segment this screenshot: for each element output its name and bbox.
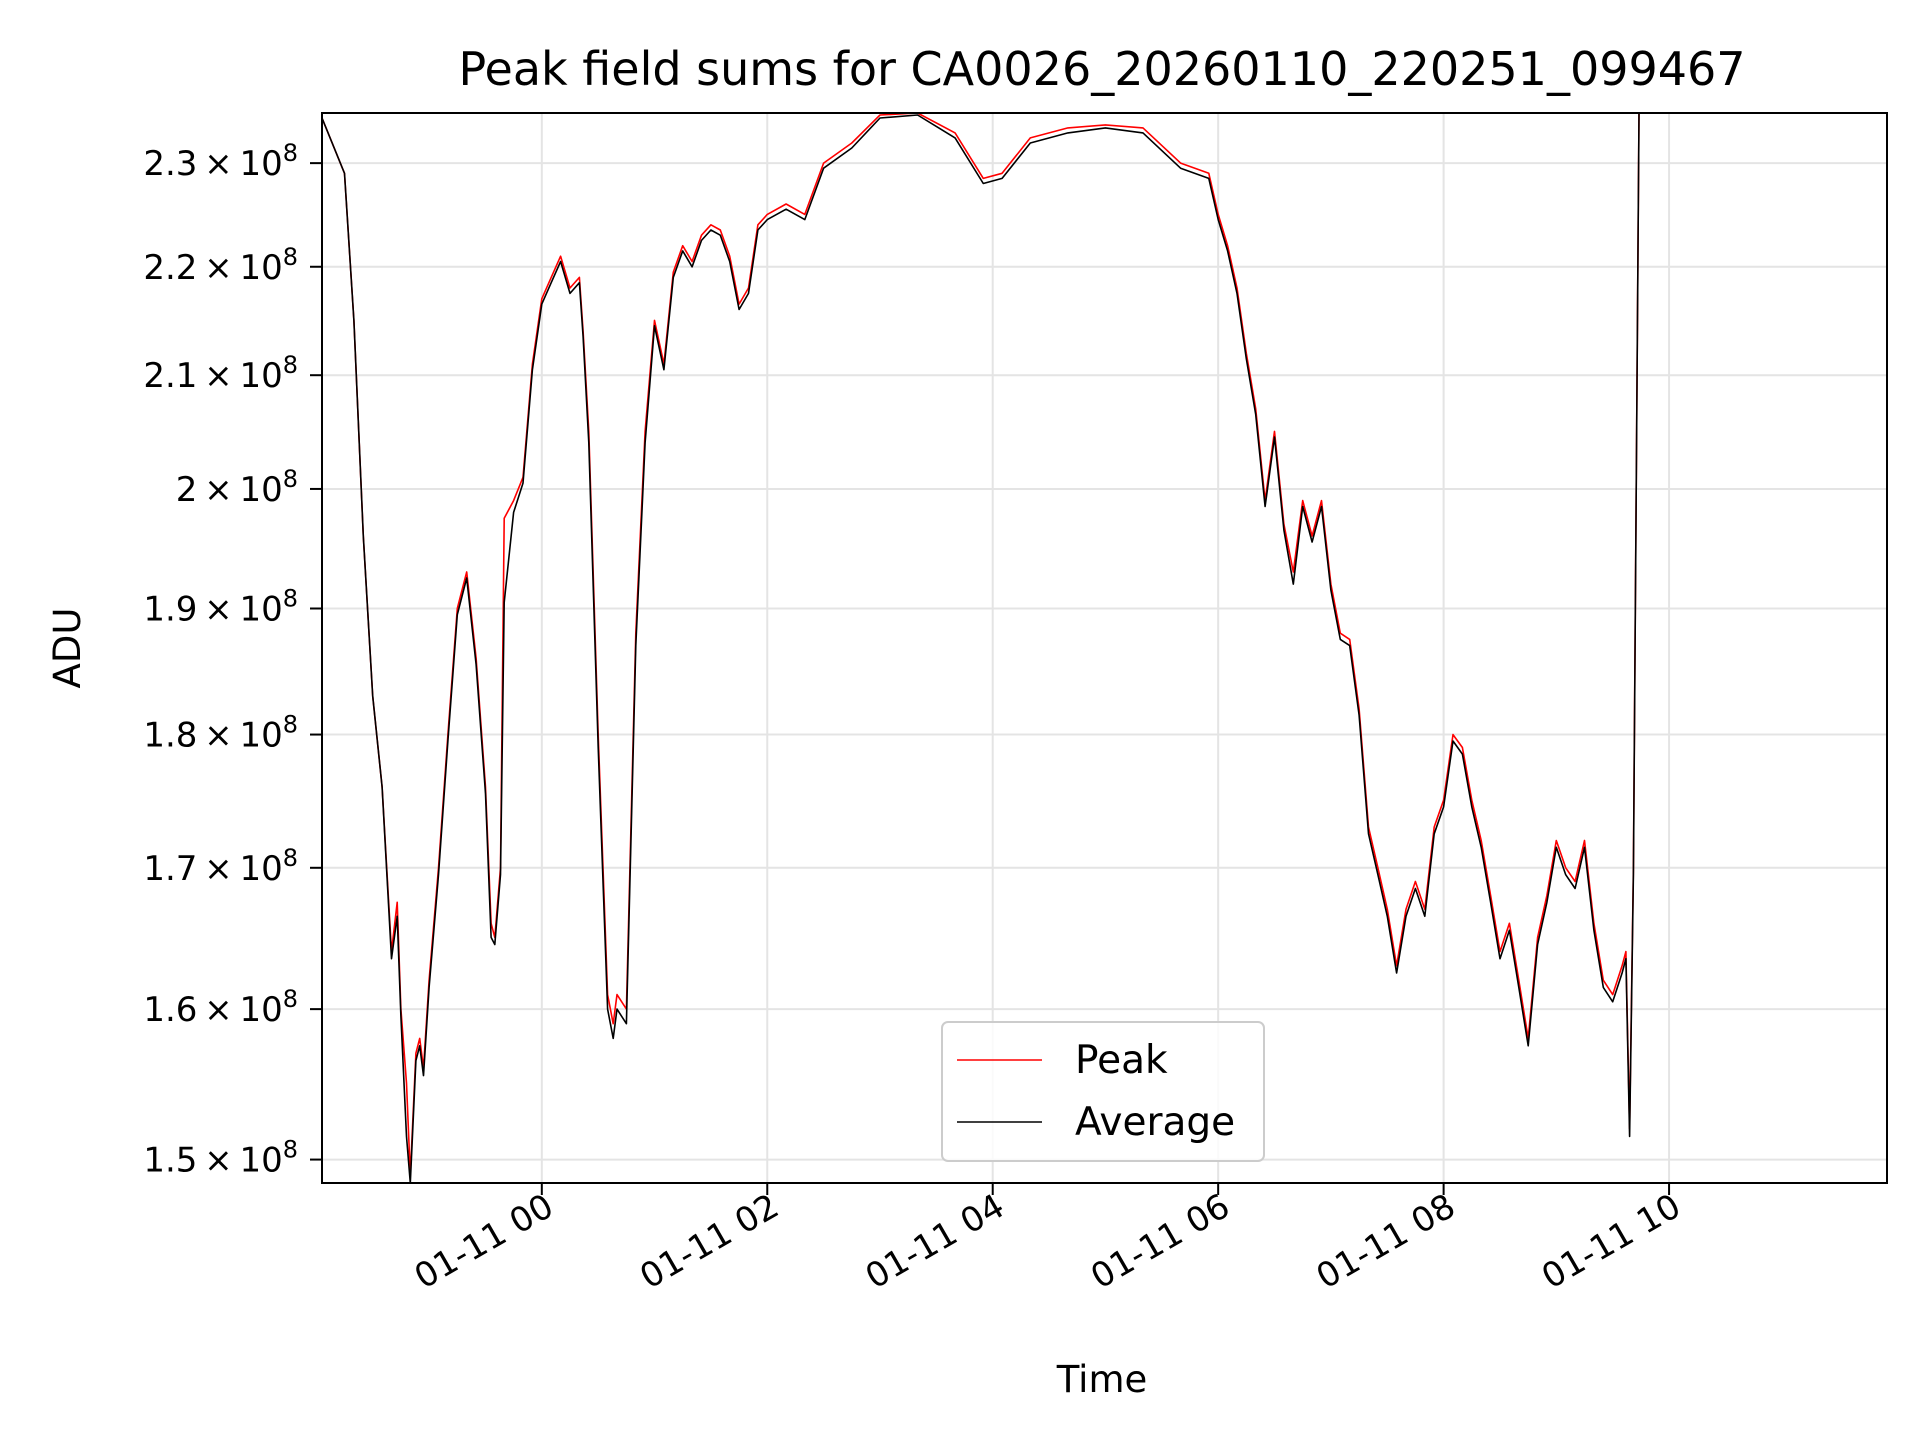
x-axis-label: Time <box>1056 1358 1148 1401</box>
y-axis-label: ADU <box>46 608 89 689</box>
legend-label-peak: Peak <box>1075 1038 1168 1083</box>
y-tick-label: 1.5 × 108 <box>143 1136 298 1181</box>
y-tick-label: 1.7 × 108 <box>143 844 298 889</box>
legend-box <box>941 1021 1265 1162</box>
y-tick-label: 2 × 108 <box>176 465 298 510</box>
y-tick-label: 1.6 × 108 <box>143 985 298 1030</box>
legend: Peak Average <box>941 1021 1265 1162</box>
plot-frame <box>321 112 1888 1184</box>
legend-label-average: Average <box>1075 1100 1235 1145</box>
series-line-average <box>322 113 1640 1183</box>
series-layer <box>322 113 1640 1183</box>
y-tick-label: 1.8 × 108 <box>143 711 298 756</box>
grid <box>322 113 1887 1183</box>
y-tick-label: 2.2 × 108 <box>143 243 298 288</box>
y-axis: 1.5 × 108 1.6 × 108 1.7 × 108 1.8 × 108 1.9 … <box>143 139 322 1181</box>
y-tick-label: 1.9 × 108 <box>143 585 298 630</box>
chart-title: Peak field sums for CA0026_20260110_2202… <box>458 42 1745 96</box>
y-tick-label: 2.1 × 108 <box>143 351 298 396</box>
y-tick-label: 2.3 × 108 <box>143 139 298 184</box>
